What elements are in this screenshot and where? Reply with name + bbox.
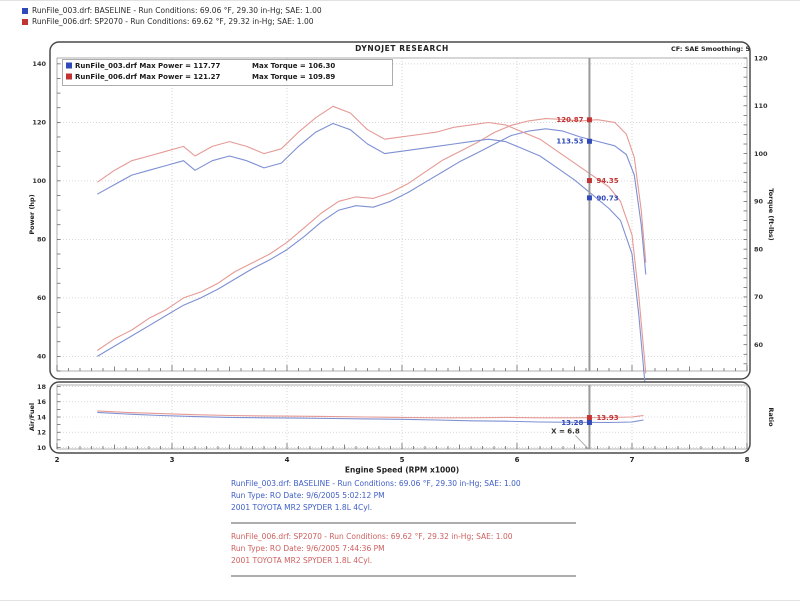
baseline-run-details: RunFile_003.drf: BASELINE - Run Conditio…	[231, 478, 631, 514]
baseline-afr-callout-marker-icon	[586, 419, 592, 425]
x-axis-tick: 7	[630, 456, 635, 464]
run1-header-text: RunFile_003.drf: BASELINE - Run Conditio…	[32, 6, 322, 15]
main-right-axis-title: Torque (ft-lbs)	[767, 188, 775, 241]
main-right-axis-tick: 60	[754, 341, 764, 349]
afr-left-axis-tick: 16	[37, 398, 47, 406]
run1-header-row: RunFile_003.drf: BASELINE - Run Conditio…	[22, 6, 322, 15]
sp2070-afr-callout: 13.93	[596, 414, 618, 422]
baseline-torque-callout-marker-icon	[586, 195, 592, 201]
x-axis-tick: 5	[400, 456, 405, 464]
main-left-axis-tick: 80	[37, 236, 47, 244]
x-axis-title: Engine Speed (RPM x1000)	[345, 466, 459, 475]
run-details-line: 2001 TOYOTA MR2 SPYDER 1.8L 4Cyl.	[231, 556, 373, 565]
x-axis-tick: 6	[515, 456, 520, 464]
sp2070-torque-callout: 94.35	[596, 177, 618, 185]
main-left-axis-tick: 60	[37, 294, 47, 302]
run2-header-row: RunFile_006.drf: SP2070 - Run Conditions…	[22, 17, 322, 26]
afr-left-axis-tick: 12	[37, 429, 46, 437]
run-details-line: RunFile_003.drf: BASELINE - Run Conditio…	[231, 479, 521, 488]
baseline-power-curve	[97, 128, 647, 357]
sp2070-power-curve	[96, 118, 647, 351]
legend-entry-torque: Max Torque = 106.30	[252, 62, 335, 70]
chart-title: DYNOJET RESEARCH	[355, 44, 449, 53]
sp2070-afr-curve	[97, 410, 644, 419]
run2-header-text: RunFile_006.drf: SP2070 - Run Conditions…	[32, 17, 314, 26]
sp2070-torque-curve	[96, 105, 647, 374]
main-right-axis-tick: 110	[754, 102, 768, 110]
run-details-line: RunFile_006.drf: SP2070 - Run Conditions…	[231, 532, 513, 541]
run2-color-swatch-icon	[22, 18, 28, 25]
main-left-axis-tick: 40	[37, 353, 47, 361]
sp2070-power-callout: 120.87	[556, 116, 583, 124]
file-header: RunFile_003.drf: BASELINE - Run Conditio…	[22, 6, 322, 28]
legend-entry-torque: Max Torque = 109.89	[252, 73, 335, 81]
baseline-power-callout-marker-icon	[586, 138, 592, 144]
smoothing-label: Smoothing: 5	[701, 45, 750, 53]
baseline-power-callout: 113.53	[556, 138, 583, 146]
sp2070-run-details: RunFile_006.drf: SP2070 - Run Conditions…	[231, 531, 631, 567]
legend-swatch-icon	[66, 62, 72, 69]
main-panel-frame	[49, 41, 751, 380]
x-axis-tick: 8	[745, 456, 750, 464]
x-axis-tick: 3	[170, 456, 175, 464]
afr-left-axis-tick: 14	[37, 413, 47, 421]
main-right-axis-tick: 80	[754, 245, 764, 253]
legend-entry-text: RunFile_003.drf Max Power = 117.77	[75, 62, 221, 70]
sp2070-afr-callout-marker-icon	[586, 415, 592, 421]
x-axis-tick: 2	[55, 456, 60, 464]
sp2070-power-callout-marker-icon	[586, 117, 592, 123]
main-right-axis-tick: 120	[754, 54, 768, 62]
main-left-axis-tick: 140	[32, 60, 46, 68]
afr-left-axis-tick: 18	[37, 383, 47, 391]
main-left-axis-title: Power (hp)	[28, 194, 36, 234]
legend-swatch-icon	[66, 73, 72, 80]
x-axis-tick: 4	[285, 456, 290, 464]
divider	[231, 522, 576, 524]
legend-box	[62, 59, 393, 86]
run1-color-swatch-icon	[22, 7, 28, 14]
afr-left-axis-title: Air/Fuel	[28, 403, 36, 431]
afr-left-axis-tick: 10	[37, 444, 47, 452]
correction-factor-label: CF: SAE	[671, 45, 699, 53]
baseline-torque-callout: 90.73	[596, 194, 618, 202]
run-details-line: Run Type: RO Date: 9/6/2005 7:44:36 PM	[231, 544, 385, 553]
legend-entry-text: RunFile_006.drf Max Power = 121.27	[75, 73, 221, 81]
main-right-axis-tick: 90	[754, 198, 764, 206]
main-left-axis-tick: 120	[32, 119, 46, 127]
main-left-axis-tick: 100	[32, 177, 46, 185]
main-right-axis-tick: 70	[754, 293, 764, 301]
main-right-axis-tick: 100	[754, 150, 768, 158]
afr-right-axis-title: Ratio	[767, 407, 775, 427]
baseline-torque-curve	[97, 122, 647, 393]
sp2070-torque-callout-marker-icon	[586, 178, 592, 184]
baseline-afr-callout: 13.28	[561, 419, 583, 427]
divider	[231, 575, 576, 577]
run-details-line: Run Type: RO Date: 9/6/2005 5:02:12 PM	[231, 491, 385, 500]
cursor-x-label: X = 6.8	[551, 427, 580, 435]
baseline-afr-curve	[97, 411, 644, 424]
run-details-footer: RunFile_003.drf: BASELINE - Run Conditio…	[231, 478, 631, 584]
run-details-line: 2001 TOYOTA MR2 SPYDER 1.8L 4Cyl.	[231, 503, 373, 512]
